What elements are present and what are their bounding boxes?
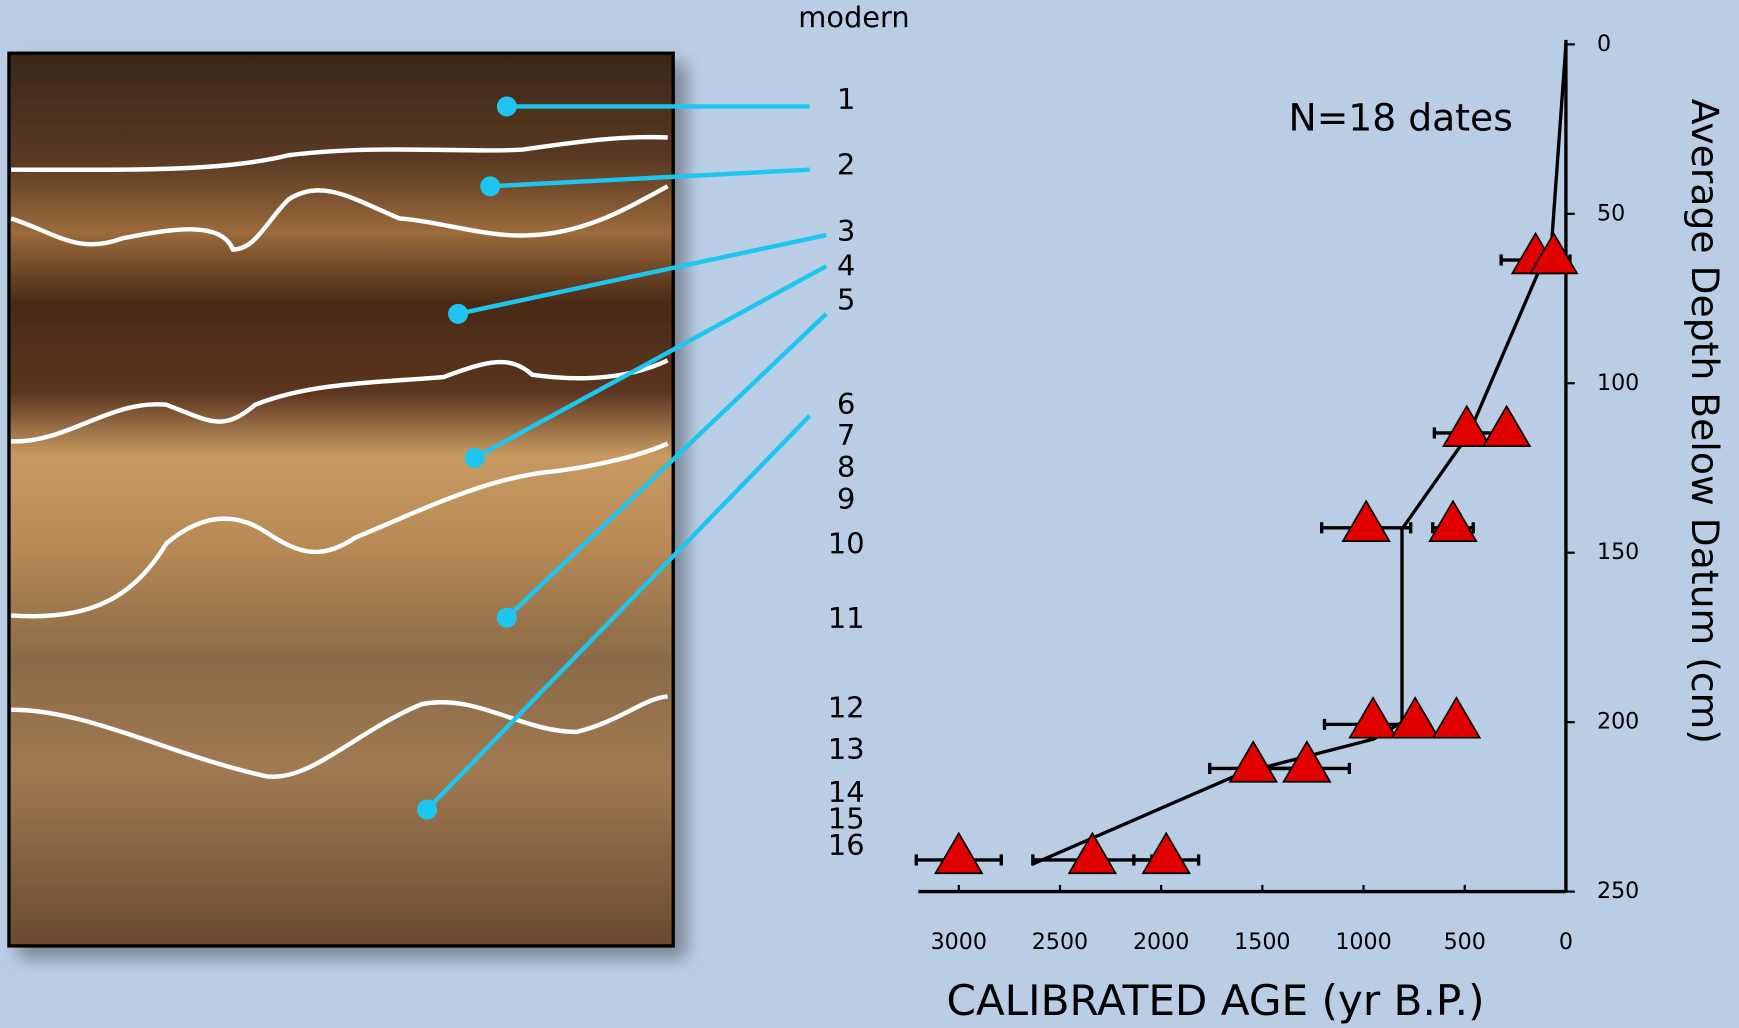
layer-label: 9 xyxy=(837,482,855,516)
x-tick-label: 1500 xyxy=(1234,929,1290,955)
x-tick-label: 500 xyxy=(1444,929,1486,955)
y-tick-label: 50 xyxy=(1597,200,1625,226)
date-marker xyxy=(1143,833,1190,873)
x-tick-label: 1000 xyxy=(1335,929,1391,955)
layer-label: 13 xyxy=(828,732,865,766)
x-tick-label: 2000 xyxy=(1133,929,1189,955)
annotation: N=18 dates xyxy=(1289,95,1513,139)
layer-label: 2 xyxy=(837,147,855,181)
y-tick-label: 150 xyxy=(1597,539,1639,565)
layer-label: 5 xyxy=(837,283,855,317)
date-marker xyxy=(1433,698,1480,738)
top-label: modern xyxy=(798,0,909,34)
y-tick-label: 250 xyxy=(1597,878,1639,904)
layer-label: 8 xyxy=(837,450,855,484)
photo-frame xyxy=(9,53,673,946)
layer-label: 1 xyxy=(837,82,855,116)
date-marker xyxy=(1343,501,1390,541)
photo xyxy=(9,53,826,946)
date-marker xyxy=(1430,501,1477,541)
layer-label: 7 xyxy=(837,418,855,452)
layer-label: 10 xyxy=(828,527,865,561)
date-marker xyxy=(1350,698,1397,738)
date-marker xyxy=(1443,406,1490,446)
y-tick-label: 200 xyxy=(1597,709,1639,735)
y-tick-label: 100 xyxy=(1597,370,1639,396)
layer-label: 16 xyxy=(828,828,865,862)
date-marker xyxy=(1230,742,1277,782)
y-axis-title: Average Depth Below Datum (cm) xyxy=(1683,99,1727,744)
x-tick-label: 0 xyxy=(1559,929,1573,955)
date-marker xyxy=(1483,406,1530,446)
x-tick-label: 2500 xyxy=(1032,929,1088,955)
layer-label: 4 xyxy=(837,248,855,282)
layer-label: 6 xyxy=(837,387,855,421)
slide: modern 123456789101112131415163000250020… xyxy=(0,0,1739,1028)
x-tick-label: 3000 xyxy=(931,929,987,955)
layer-label: 12 xyxy=(828,691,865,725)
layer-label: 11 xyxy=(828,601,865,635)
date-marker xyxy=(1069,833,1116,873)
layer-label: 3 xyxy=(837,214,855,248)
x-axis-title: CALIBRATED AGE (yr B.P.) xyxy=(946,976,1484,1025)
model-line xyxy=(1032,44,1566,864)
date-marker xyxy=(1392,698,1439,738)
date-marker xyxy=(935,833,982,873)
y-tick-label: 0 xyxy=(1597,31,1611,57)
